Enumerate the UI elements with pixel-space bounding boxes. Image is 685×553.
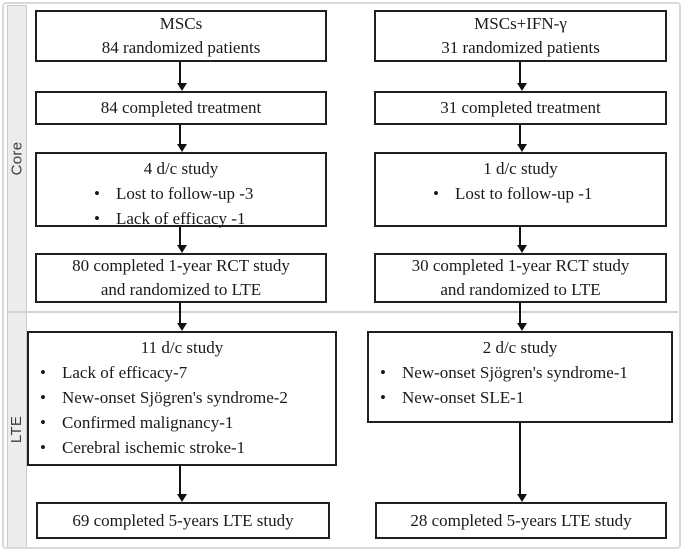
box-line: 80 completed 1-year RCT study — [72, 256, 290, 275]
box-msc-core-discontinued: 4 d/c study Lost to follow-up -3 Lack of… — [35, 152, 327, 231]
box-msc-completed-rct: 80 completed 1-year RCT study and random… — [35, 253, 327, 303]
reason-item: Lack of efficacy-7 — [40, 360, 335, 385]
box-ifn-completed-lte: 28 completed 5-years LTE study — [375, 502, 667, 539]
arrow-down — [517, 227, 527, 253]
reason-list: Lack of efficacy-7 New-onset Sjögren's s… — [40, 360, 335, 460]
box-line: 69 completed 5-years LTE study — [72, 510, 294, 530]
arrow-down — [177, 125, 187, 152]
reason-item: Lost to follow-up -3 — [94, 181, 325, 206]
reason-item: New-onset Sjögren's syndrome-2 — [40, 385, 335, 410]
arrow-down — [177, 227, 187, 253]
arrow-down — [517, 423, 527, 502]
box-title: 11 d/c study — [140, 338, 224, 357]
box-title: 4 d/c study — [143, 159, 219, 178]
box-msc-completed-treatment: 84 completed treatment — [35, 91, 327, 125]
reason-item: New-onset SLE-1 — [380, 385, 671, 410]
phase-label-lte: LTE — [8, 415, 26, 444]
box-ifn-core-discontinued: 1 d/c study Lost to follow-up -1 — [374, 152, 667, 227]
phase-label-core: Core — [8, 141, 26, 176]
reason-list: New-onset Sjögren's syndrome-1 New-onset… — [380, 360, 671, 410]
box-line: 31 completed treatment — [440, 98, 601, 117]
arrow-down — [517, 303, 527, 331]
arrow-down — [177, 62, 187, 91]
box-line: and randomized to LTE — [440, 280, 601, 299]
box-ifn-lte-discontinued: 2 d/c study New-onset Sjögren's syndrome… — [367, 331, 673, 423]
box-title: 1 d/c study — [483, 159, 558, 178]
reason-list: Lost to follow-up -1 — [433, 181, 665, 206]
reason-item: Cerebral ischemic stroke-1 — [40, 435, 335, 460]
arrow-down — [517, 62, 527, 91]
box-line: MSCs — [159, 14, 203, 33]
box-line: 84 randomized patients — [101, 38, 261, 57]
arrow-down — [177, 466, 187, 502]
reason-item: New-onset Sjögren's syndrome-1 — [380, 360, 671, 385]
box-ifn-completed-rct: 30 completed 1-year RCT study and random… — [374, 253, 667, 303]
box-line: 84 completed treatment — [100, 98, 262, 117]
box-msc-lte-discontinued: 11 d/c study Lack of efficacy-7 New-onse… — [27, 331, 337, 466]
box-msc-enrollment: MSCs 84 randomized patients — [35, 10, 327, 62]
box-msc-completed-lte: 69 completed 5-years LTE study — [36, 502, 330, 539]
reason-list: Lost to follow-up -3 Lack of efficacy -1 — [94, 181, 325, 231]
box-line: 31 randomized patients — [441, 38, 600, 57]
box-line: 28 completed 5-years LTE study — [410, 510, 632, 530]
box-line: MSCs+IFN-γ — [474, 14, 567, 33]
box-ifn-completed-treatment: 31 completed treatment — [374, 91, 667, 125]
phase-band-lte: LTE — [7, 311, 27, 548]
box-line: 30 completed 1-year RCT study — [411, 256, 630, 275]
reason-item: Lost to follow-up -1 — [433, 181, 665, 206]
reason-item: Confirmed malignancy-1 — [40, 410, 335, 435]
box-ifn-enrollment: MSCs+IFN-γ 31 randomized patients — [374, 10, 667, 62]
arrow-down — [177, 303, 187, 331]
phase-band-core: Core — [7, 5, 27, 312]
box-line: and randomized to LTE — [100, 280, 262, 299]
reason-item: Lack of efficacy -1 — [94, 206, 325, 231]
section-divider — [7, 311, 678, 313]
box-title: 2 d/c study — [482, 338, 558, 357]
arrow-down — [517, 125, 527, 152]
